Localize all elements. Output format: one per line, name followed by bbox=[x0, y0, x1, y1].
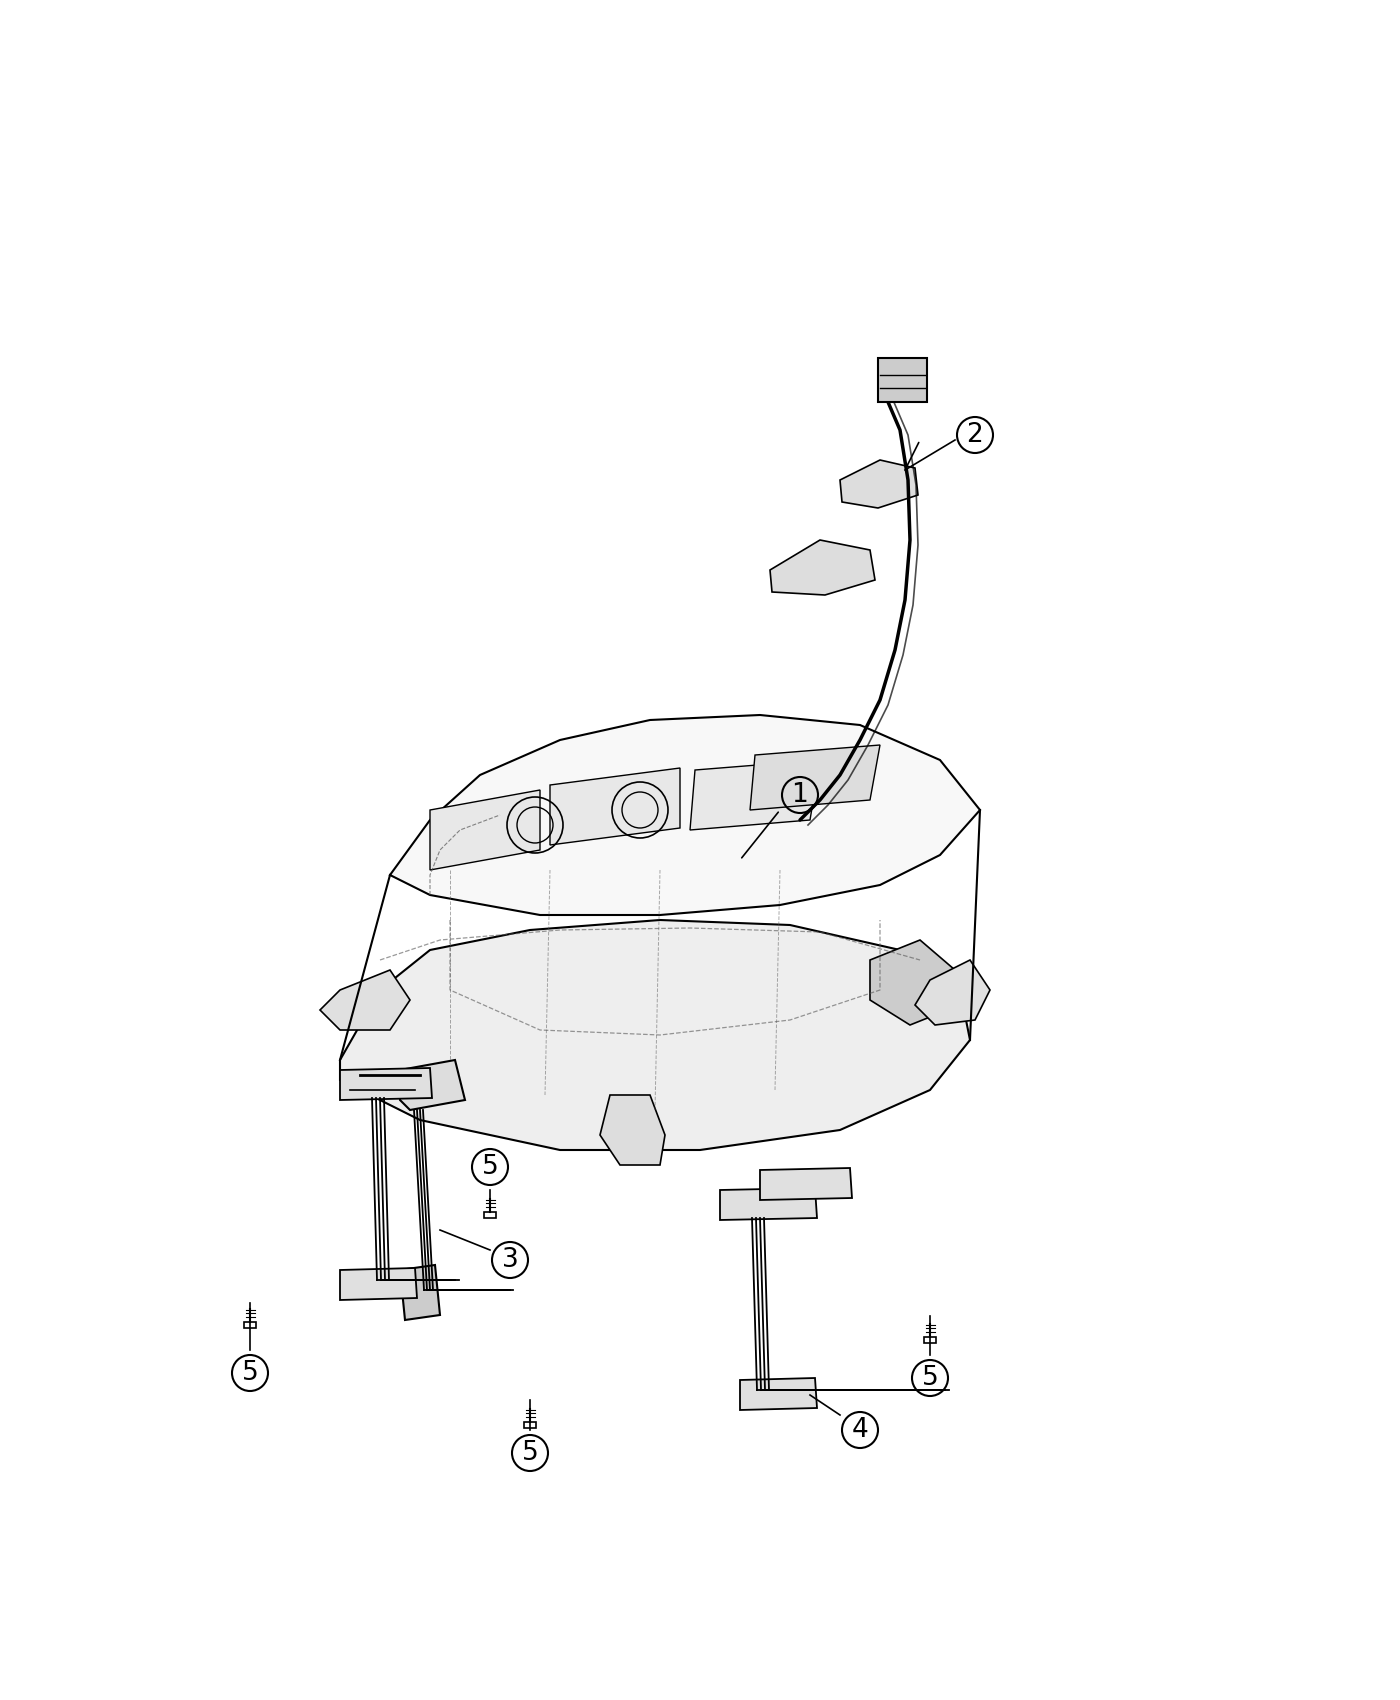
Text: 4: 4 bbox=[851, 1418, 868, 1443]
Polygon shape bbox=[340, 920, 970, 1149]
Polygon shape bbox=[750, 745, 881, 809]
FancyBboxPatch shape bbox=[924, 1336, 937, 1343]
Text: 2: 2 bbox=[966, 422, 983, 449]
Polygon shape bbox=[840, 461, 918, 508]
Polygon shape bbox=[916, 960, 990, 1025]
Text: 5: 5 bbox=[522, 1440, 539, 1465]
Polygon shape bbox=[720, 1188, 818, 1221]
Polygon shape bbox=[340, 1068, 433, 1100]
FancyBboxPatch shape bbox=[878, 359, 927, 401]
Polygon shape bbox=[741, 1379, 818, 1409]
Polygon shape bbox=[690, 760, 820, 830]
Polygon shape bbox=[321, 971, 410, 1030]
Polygon shape bbox=[391, 716, 980, 915]
Polygon shape bbox=[760, 1168, 853, 1200]
Text: 1: 1 bbox=[791, 782, 808, 807]
Polygon shape bbox=[550, 768, 680, 845]
Text: 3: 3 bbox=[501, 1248, 518, 1273]
Polygon shape bbox=[430, 790, 540, 870]
Polygon shape bbox=[400, 1061, 465, 1110]
Text: 5: 5 bbox=[921, 1365, 938, 1391]
Polygon shape bbox=[340, 1268, 417, 1300]
Text: 5: 5 bbox=[482, 1154, 498, 1180]
Polygon shape bbox=[601, 1095, 665, 1164]
FancyBboxPatch shape bbox=[524, 1421, 536, 1428]
Polygon shape bbox=[869, 940, 960, 1025]
FancyBboxPatch shape bbox=[244, 1323, 256, 1328]
Polygon shape bbox=[770, 541, 875, 595]
Text: 5: 5 bbox=[242, 1360, 259, 1385]
FancyBboxPatch shape bbox=[484, 1212, 496, 1219]
Polygon shape bbox=[400, 1265, 440, 1319]
